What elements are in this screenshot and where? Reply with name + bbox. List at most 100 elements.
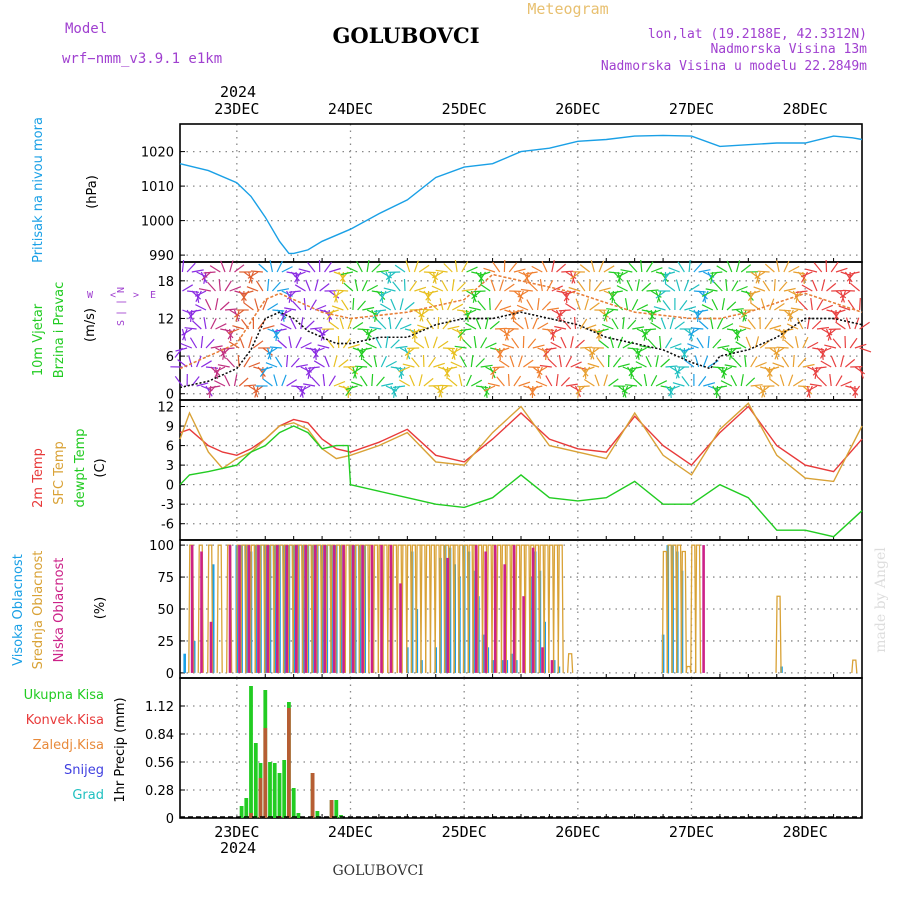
wind-arrow bbox=[688, 328, 693, 341]
wind-arrow bbox=[371, 373, 374, 387]
clouds-bar-2 bbox=[238, 545, 241, 673]
location-coordinates: lon,lat (19.2188E, 42.3312N) bbox=[648, 27, 867, 42]
wind-arrow bbox=[681, 376, 690, 387]
wind-arrow bbox=[551, 260, 555, 273]
wind-arrow bbox=[475, 358, 485, 368]
wind-arrow bbox=[668, 267, 680, 273]
cloud-bar-mid bbox=[680, 550, 687, 673]
wind-arrow bbox=[801, 284, 813, 292]
wind-arrow bbox=[702, 290, 709, 303]
clouds-bar-2 bbox=[332, 545, 336, 673]
cloud-bar-mid bbox=[675, 544, 683, 673]
wind-arrow bbox=[379, 290, 392, 297]
cloud-bar-mid bbox=[505, 544, 512, 673]
wind-arrow bbox=[805, 268, 818, 273]
wind-arrow bbox=[696, 337, 704, 349]
wind-arrow bbox=[721, 298, 725, 311]
wind-arrow bbox=[381, 382, 394, 387]
wind-arrow bbox=[830, 261, 839, 273]
wind-arrow bbox=[772, 362, 785, 368]
wind-arrow bbox=[269, 346, 282, 349]
wind-arrow bbox=[541, 347, 549, 359]
wind-arrow bbox=[431, 285, 444, 292]
precipitation-bar-0 bbox=[277, 773, 282, 818]
wind-arrow bbox=[579, 366, 589, 377]
wind-arrow bbox=[575, 385, 586, 395]
wind-arrow bbox=[241, 290, 254, 295]
wind-arrow bbox=[684, 306, 697, 311]
wind-arrow bbox=[736, 285, 748, 292]
wind-arrow bbox=[721, 366, 728, 379]
wind-arrow bbox=[602, 309, 614, 317]
wind-arrow bbox=[375, 337, 382, 349]
plot-layer: 990100010101020061218-6-3036912025507510… bbox=[141, 100, 872, 841]
wind-arrow bbox=[546, 280, 554, 292]
clouds-bar-2 bbox=[257, 545, 260, 673]
wind-arrow bbox=[611, 318, 619, 330]
wind-arrow bbox=[361, 279, 368, 292]
wind-arrow bbox=[465, 374, 472, 387]
wind-arrow bbox=[447, 377, 458, 387]
ytick-label: 0 bbox=[166, 667, 174, 682]
wind-arrow bbox=[239, 336, 245, 349]
wind-arrow bbox=[541, 260, 548, 273]
wind-arrow bbox=[418, 264, 430, 273]
wind-arrow bbox=[329, 267, 341, 273]
wind-arrow bbox=[513, 375, 522, 387]
panel-frame bbox=[179, 677, 863, 819]
panel-precipitation: 0 0.28 0.56 0.84 1.12 bbox=[145, 677, 863, 827]
wind-arrow bbox=[840, 355, 845, 368]
precipitation-bar-1 bbox=[249, 813, 253, 818]
wind-arrow bbox=[574, 316, 577, 330]
cloud-bar-mid bbox=[514, 544, 522, 673]
cloud-bar-mid bbox=[297, 544, 304, 673]
cloud-bar-mid bbox=[424, 544, 432, 673]
watermark: made by Angel bbox=[873, 547, 889, 653]
wind-arrow bbox=[281, 266, 293, 273]
cloud-bar-mid bbox=[538, 544, 545, 673]
wind-arrow bbox=[393, 385, 406, 389]
wind-arrow bbox=[717, 345, 730, 349]
clouds-bar-2 bbox=[493, 545, 497, 673]
wind-arrow bbox=[362, 306, 375, 311]
wind-arrow bbox=[598, 340, 609, 349]
wind-arrow bbox=[683, 279, 690, 292]
legend-zaledj-kisa: Zaledj.Kisa bbox=[33, 738, 104, 753]
wind-arrow bbox=[426, 290, 439, 295]
svg-text:E: E bbox=[150, 290, 156, 301]
wind-arrow bbox=[773, 347, 779, 360]
wind-arrow bbox=[304, 366, 312, 378]
cloud-bar-mid bbox=[462, 544, 470, 673]
wind-arrow bbox=[499, 279, 504, 292]
cloud-bar-mid bbox=[552, 544, 560, 673]
wind-arrow bbox=[305, 279, 311, 292]
wind-arrow bbox=[248, 385, 260, 393]
wind-arrow bbox=[850, 282, 860, 292]
wind-arrow bbox=[307, 366, 320, 369]
wind-arrow bbox=[496, 376, 505, 387]
wind-arrow bbox=[203, 271, 216, 274]
wind-arrow bbox=[497, 347, 510, 353]
cloud-bar-mid bbox=[524, 544, 531, 673]
wind-arrow bbox=[688, 259, 691, 273]
wind-arrow bbox=[632, 377, 643, 387]
wind-arrow bbox=[750, 384, 763, 387]
wind-arrow bbox=[669, 343, 682, 349]
svg-text:<: < bbox=[110, 290, 116, 301]
wind-arrow bbox=[579, 264, 591, 273]
wind-arrow bbox=[224, 280, 232, 292]
wind-arrow bbox=[717, 366, 727, 376]
wind-arrow bbox=[238, 290, 247, 301]
cloud-bar-mid bbox=[661, 550, 669, 673]
wind-arrow bbox=[518, 290, 524, 303]
wind-arrow bbox=[675, 366, 681, 379]
wind-arrow bbox=[380, 303, 392, 311]
wind-arrow bbox=[802, 363, 815, 368]
clouds-bar-0 bbox=[211, 564, 215, 673]
wind-arrow bbox=[730, 375, 738, 387]
wind-arrow bbox=[332, 290, 344, 299]
wind-arrow bbox=[596, 328, 609, 333]
wind-arrow bbox=[774, 302, 785, 311]
wind-arrow bbox=[374, 309, 387, 313]
wind-arrow bbox=[821, 304, 834, 311]
